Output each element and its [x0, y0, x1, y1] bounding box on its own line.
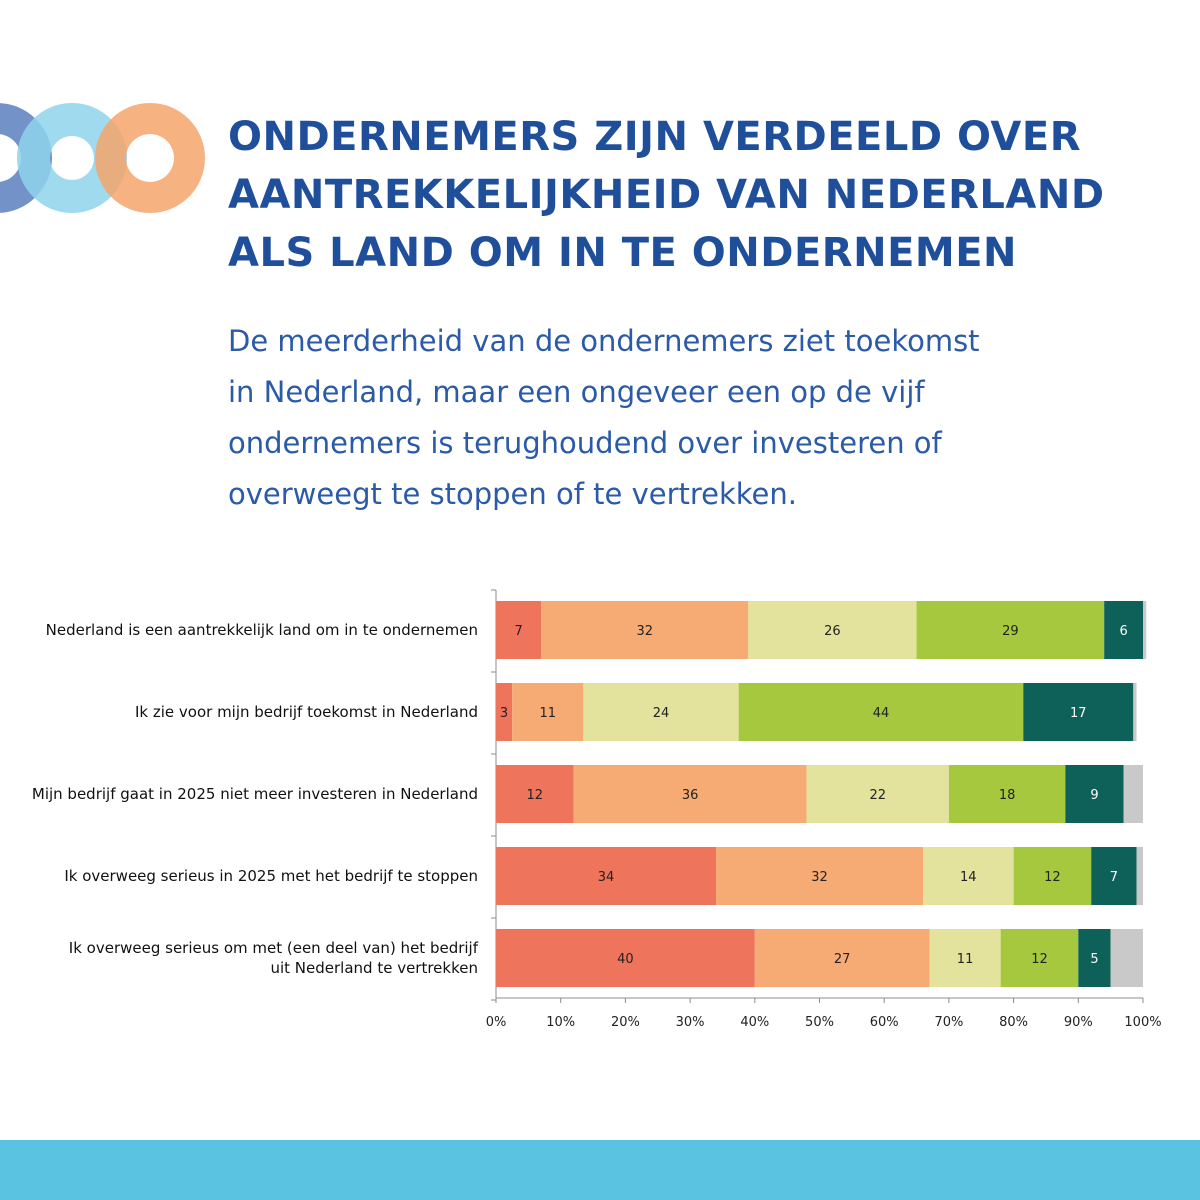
- bar-segment: [1023, 683, 1134, 741]
- stacked-bar-chart: 0% 10% 20% 30% 40% 50% 60% 70% 80% 90% 100%7 32 26 29…: [32, 589, 1162, 1030]
- bar-segment: [1123, 765, 1143, 823]
- data-label: 7: [1110, 870, 1118, 885]
- category-label: Mijn bedrijf gaat in 2025 niet meer inve…: [32, 785, 478, 803]
- data-label: 32: [811, 870, 828, 885]
- data-label: 29: [1002, 624, 1019, 639]
- bar-segment: [512, 683, 584, 741]
- subtitle-line: ondernemers is terughoudend over investe…: [228, 426, 942, 460]
- bar-segment: [1065, 765, 1124, 823]
- category-label: Nederland is een aantrekkelijk land om i…: [46, 621, 478, 639]
- data-label: 9: [1090, 788, 1098, 803]
- bar-segment: [496, 683, 513, 741]
- page-subtitle: De meerderheid van de ondernemers ziet t…: [228, 316, 1168, 520]
- data-label: 7: [515, 624, 523, 639]
- bar-segment: [1078, 929, 1111, 987]
- bar-segment: [1000, 929, 1079, 987]
- title-line: ONDERNEMERS ZIJN VERDEELD OVER: [228, 114, 1082, 160]
- x-tick-label: 90%: [1064, 1015, 1093, 1030]
- bar-segment: [583, 683, 739, 741]
- bar-segment: [929, 929, 1001, 987]
- bar-segment: [1104, 601, 1143, 659]
- category-label: uit Nederland te vertrekken: [270, 959, 478, 977]
- x-tick-label: 40%: [740, 1015, 769, 1030]
- bar-segment: [1013, 847, 1092, 905]
- data-label: 18: [999, 788, 1016, 803]
- data-label: 27: [834, 952, 851, 967]
- bar-segment: [496, 601, 542, 659]
- data-label: 40: [617, 952, 634, 967]
- data-label: 6: [1119, 624, 1127, 639]
- bar-segment: [748, 601, 917, 659]
- bar-segment: [573, 765, 807, 823]
- bar-segment: [496, 929, 755, 987]
- bar-segment: [496, 765, 574, 823]
- x-tick-label: 80%: [999, 1015, 1028, 1030]
- category-label: Ik overweeg serieus in 2025 met het bedr…: [64, 867, 478, 885]
- bar-segment: [916, 601, 1105, 659]
- data-label: 22: [869, 788, 886, 803]
- data-label: 44: [873, 706, 890, 721]
- title-line: ALS LAND OM IN TE ONDERNEMEN: [228, 230, 1017, 276]
- bar-segment: [1110, 929, 1143, 987]
- bar-segment: [923, 847, 1014, 905]
- bar-segment: [1091, 847, 1137, 905]
- data-label: 34: [598, 870, 615, 885]
- bar-segment: [1143, 601, 1147, 659]
- x-tick-label: 50%: [805, 1015, 834, 1030]
- category-label: Ik zie voor mijn bedrijf toekomst in Ned…: [135, 703, 478, 721]
- x-tick-label: 10%: [546, 1015, 575, 1030]
- ring-orange: [94, 102, 205, 214]
- category-label: Ik overweeg serieus om met (een deel van…: [69, 939, 479, 957]
- page-title: ONDERNEMERS ZIJN VERDEELD OVER AANTREKKE…: [228, 108, 1158, 282]
- data-label: 14: [960, 870, 977, 885]
- data-label: 12: [527, 788, 544, 803]
- x-tick-label: 70%: [934, 1015, 963, 1030]
- bar-segment: [715, 847, 924, 905]
- bar-segment: [496, 847, 716, 905]
- subtitle-line: in Nederland, maar een ongeveer een op d…: [228, 375, 925, 409]
- data-label: 32: [637, 624, 654, 639]
- data-label: 5: [1090, 952, 1098, 967]
- data-label: 12: [1031, 952, 1048, 967]
- data-label: 24: [653, 706, 670, 721]
- ring-light-blue: [17, 103, 127, 213]
- data-label: 36: [682, 788, 699, 803]
- bar-segment: [1133, 683, 1137, 741]
- data-label: 11: [957, 952, 974, 967]
- bar-segment: [738, 683, 1024, 741]
- data-label: 12: [1044, 870, 1061, 885]
- bar-segment: [541, 601, 749, 659]
- x-tick-label: 100%: [1124, 1015, 1161, 1030]
- x-tick-label: 0%: [486, 1015, 507, 1030]
- logo-rings-icon: [0, 102, 205, 214]
- x-tick-label: 30%: [676, 1015, 705, 1030]
- title-line: AANTREKKELIJKHEID VAN NEDERLAND: [228, 172, 1105, 218]
- subtitle-line: overweegt te stoppen of te vertrekken.: [228, 477, 797, 511]
- bar-segment: [754, 929, 930, 987]
- data-label: 26: [824, 624, 841, 639]
- bottom-band: [0, 1140, 1200, 1200]
- x-tick-label: 60%: [870, 1015, 899, 1030]
- data-label: 3: [500, 706, 508, 721]
- bar-segment: [948, 765, 1066, 823]
- data-label: 17: [1070, 706, 1087, 721]
- bar-segment: [806, 765, 949, 823]
- data-label: 11: [539, 706, 556, 721]
- x-tick-label: 20%: [611, 1015, 640, 1030]
- bar-segment: [1136, 847, 1143, 905]
- subtitle-line: De meerderheid van de ondernemers ziet t…: [228, 324, 980, 358]
